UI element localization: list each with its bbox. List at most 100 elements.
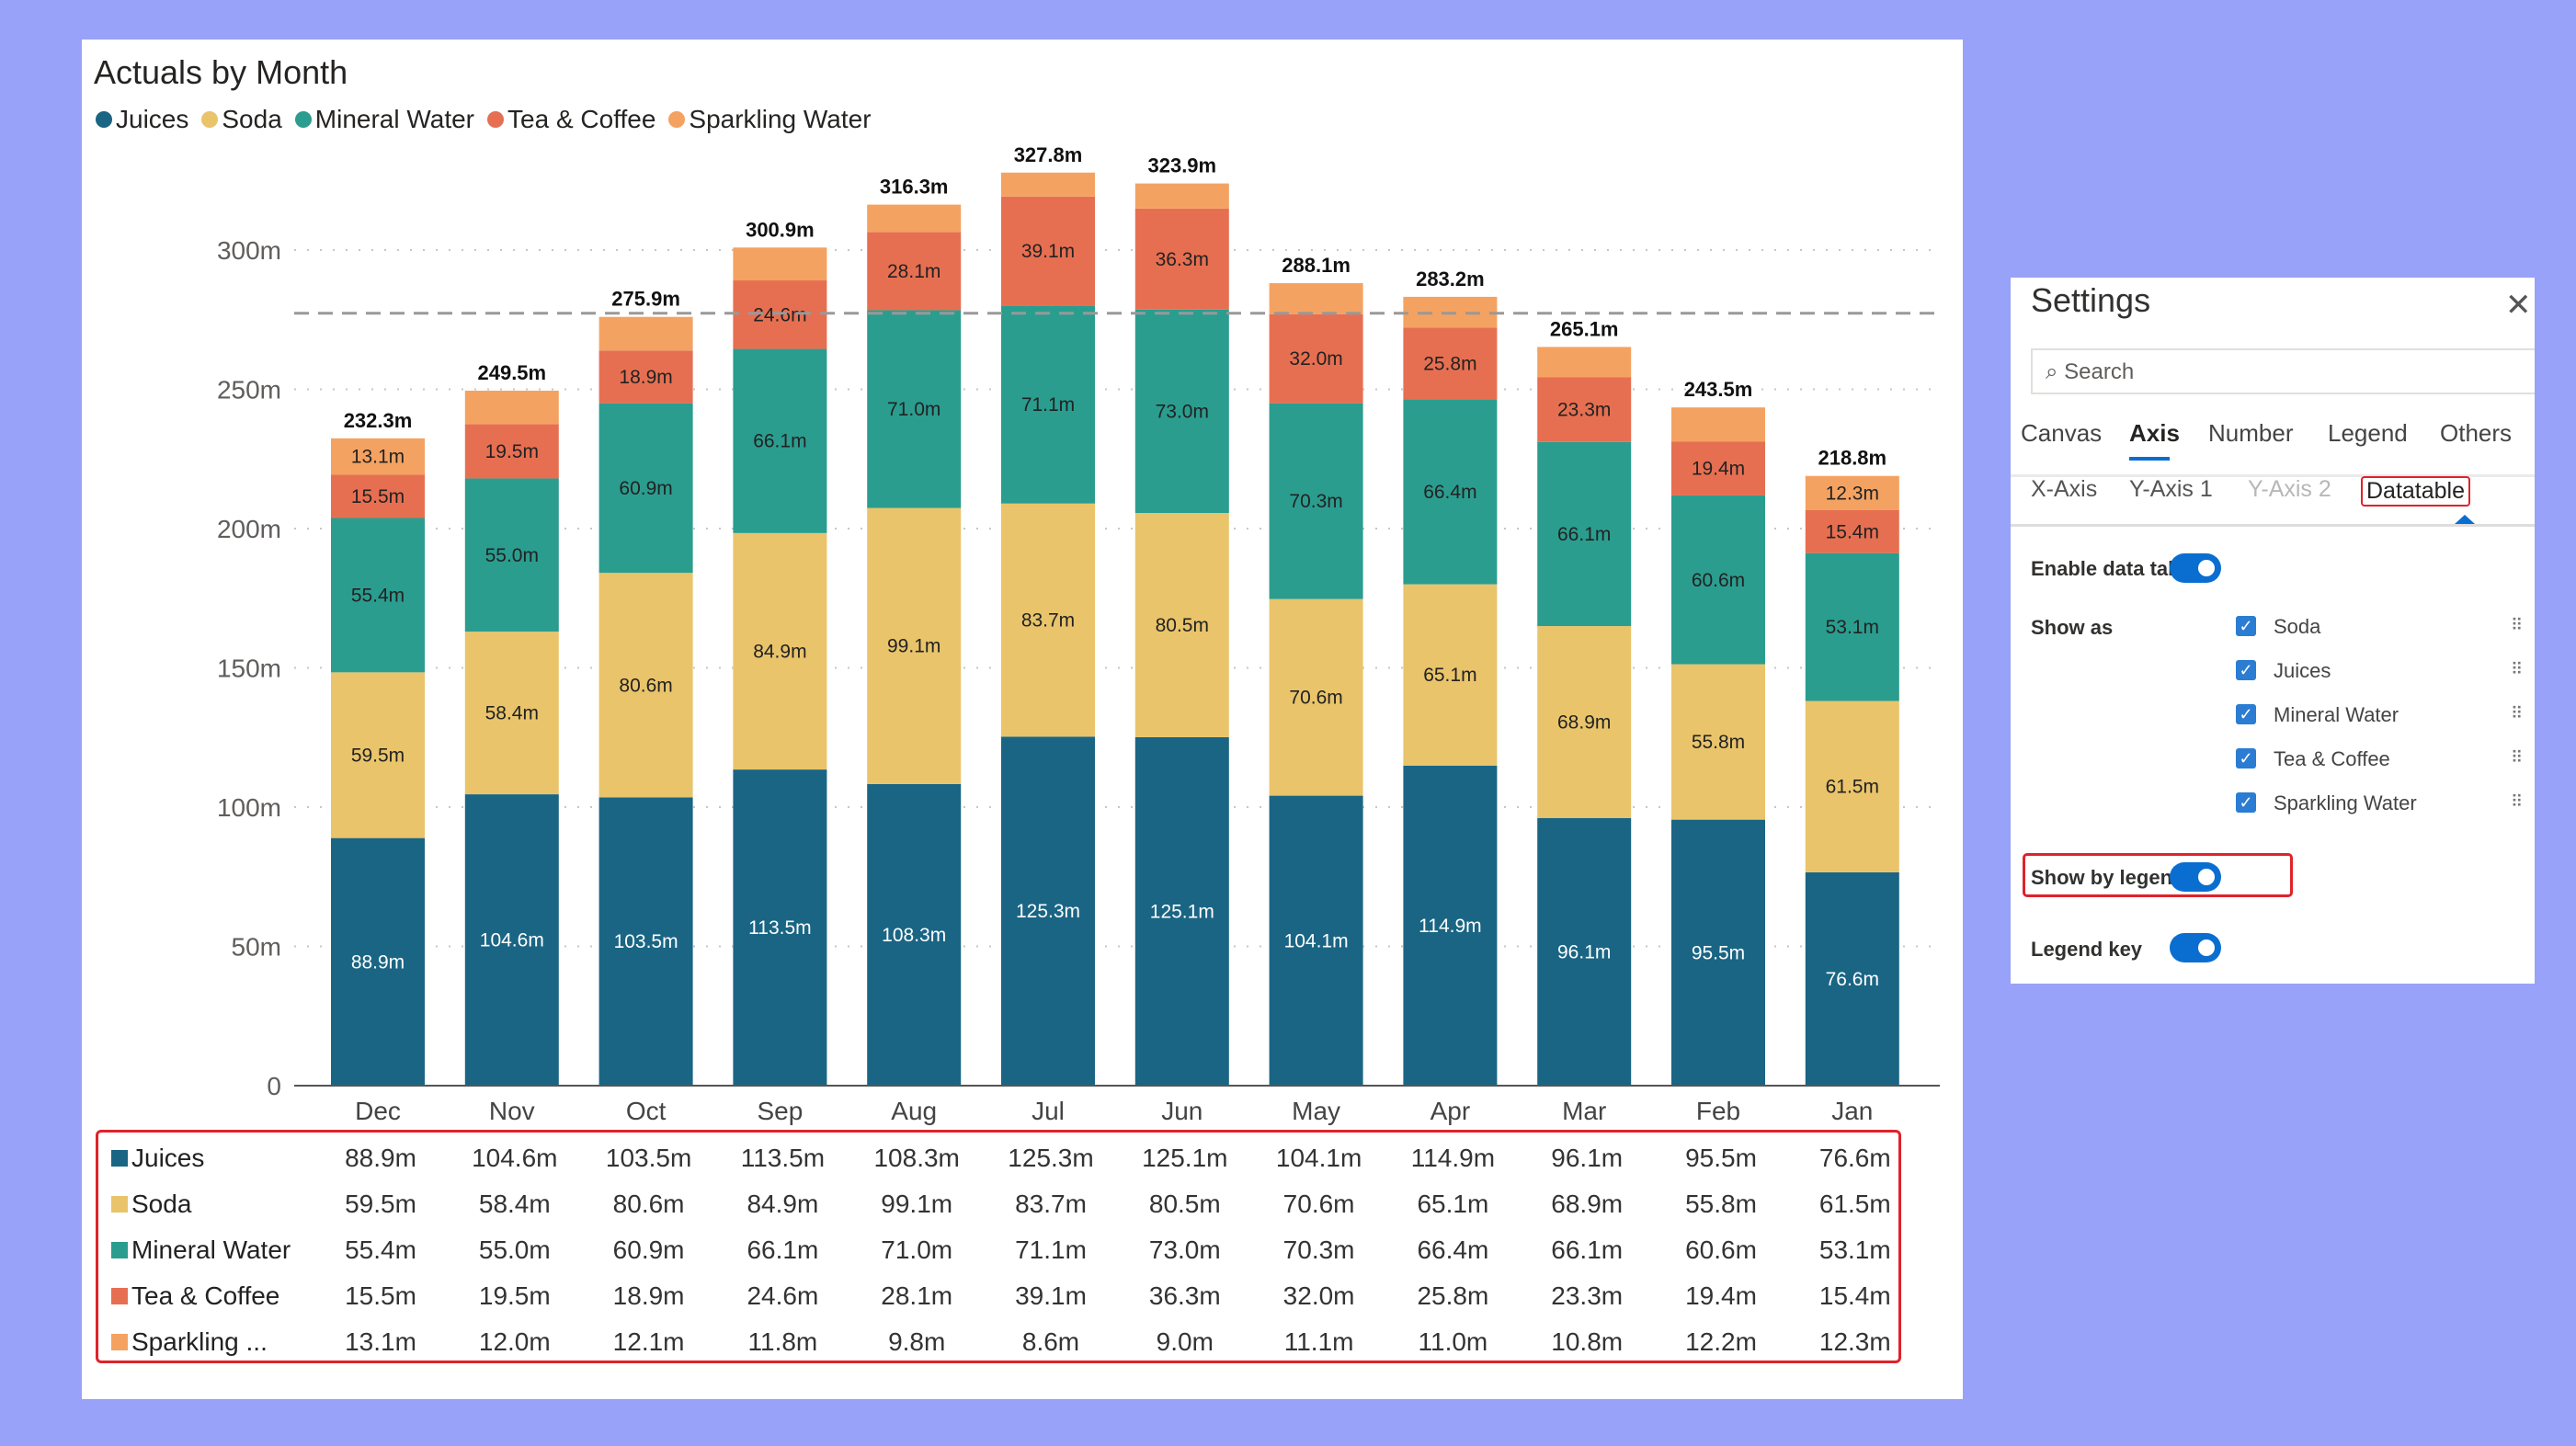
table-cell: 53.1m xyxy=(1818,1235,1891,1264)
tab-axis[interactable]: Axis xyxy=(2129,419,2180,447)
table-cell: 125.1m xyxy=(1142,1144,1228,1172)
table-cell: 88.9m xyxy=(345,1144,416,1172)
table-cell: 10.8m xyxy=(1551,1327,1624,1356)
show-as-item-label: Juices xyxy=(2274,659,2331,682)
segment-label: 103.5m xyxy=(614,931,678,952)
segment-label: 76.6m xyxy=(1826,969,1879,990)
segment-label: 13.1m xyxy=(351,447,405,468)
legend-item[interactable]: Soda xyxy=(201,105,282,134)
segment-label: 68.9m xyxy=(1557,712,1611,733)
bar-segment xyxy=(1269,795,1363,1086)
drag-handle-icon[interactable]: ⠿ xyxy=(2511,704,2523,723)
subtab-y-axis-1[interactable]: Y-Axis 1 xyxy=(2129,476,2213,502)
bar-segment xyxy=(598,403,693,574)
settings-panel: Settings ✕ ⌕ Search Canvas Axis Number L… xyxy=(2011,278,2535,984)
segment-label: 32.0m xyxy=(1289,348,1342,370)
bar-segment xyxy=(1671,819,1765,1086)
search-input[interactable]: ⌕ Search xyxy=(2031,348,2535,394)
bar-segment xyxy=(331,518,425,673)
show-as-label: Show as xyxy=(2031,616,2114,639)
bar-segment xyxy=(1537,441,1632,627)
bar-segment xyxy=(598,350,693,404)
segment-label: 28.1m xyxy=(887,261,940,282)
bar-segment xyxy=(598,573,693,798)
y-tick-label: 0 xyxy=(267,1072,281,1100)
show-as-checkbox[interactable]: ✓ xyxy=(2236,660,2256,680)
segment-label: 125.3m xyxy=(1016,901,1080,922)
table-cell: 113.5m xyxy=(740,1144,826,1172)
show-as-checkbox[interactable]: ✓ xyxy=(2236,616,2256,636)
bar-segment xyxy=(1671,664,1765,820)
subtab-divider xyxy=(2011,524,2535,527)
table-cell: 8.6m xyxy=(1021,1327,1080,1356)
total-label: 327.8m xyxy=(1014,143,1083,166)
legend-item[interactable]: Tea & Coffee xyxy=(487,105,655,134)
table-cell: 70.6m xyxy=(1282,1190,1355,1218)
table-row: Sparkling ... 13.1m 12.0m 12.1m 11.8m 9.8m 8.6… xyxy=(98,1320,1898,1366)
table-cell: 108.3m xyxy=(873,1144,960,1172)
x-tick-label: Aug xyxy=(891,1097,937,1125)
segment-label: 88.9m xyxy=(351,951,405,973)
y-tick-label: 100m xyxy=(217,793,281,822)
y-tick-label: 250m xyxy=(217,376,281,404)
segment-label: 19.5m xyxy=(485,441,539,462)
table-cell: 13.1m xyxy=(345,1327,416,1356)
segment-label: 66.1m xyxy=(753,431,806,452)
subtab-x-axis[interactable]: X-Axis xyxy=(2031,476,2098,502)
segment-label: 55.8m xyxy=(1692,732,1745,753)
legend-key-toggle[interactable] xyxy=(2170,933,2221,962)
total-label: 265.1m xyxy=(1550,317,1619,340)
legend-key-icon xyxy=(111,1196,128,1213)
y-tick-label: 300m xyxy=(217,236,281,265)
tab-number[interactable]: Number xyxy=(2208,419,2294,447)
table-cell: 66.4m xyxy=(1417,1235,1489,1264)
legend-item[interactable]: Sparkling Water xyxy=(668,105,872,134)
drag-handle-icon[interactable]: ⠿ xyxy=(2511,748,2523,767)
bar-segment xyxy=(733,532,827,770)
close-icon[interactable]: ✕ xyxy=(2505,288,2532,323)
segment-label: 125.1m xyxy=(1150,901,1214,922)
table-cell: 83.7m xyxy=(1015,1190,1087,1218)
segment-label: 71.0m xyxy=(887,399,940,420)
chart-legend: Juices Soda Mineral Water Tea & Coffee Spark… xyxy=(96,105,872,134)
segment-label: 61.5m xyxy=(1826,777,1879,798)
segment-label: 80.5m xyxy=(1156,615,1209,636)
chart-title: Actuals by Month xyxy=(94,53,348,91)
total-label: 232.3m xyxy=(344,409,413,432)
show-by-legend-toggle[interactable] xyxy=(2170,862,2221,892)
bar-segment xyxy=(1001,196,1095,306)
total-label: 288.1m xyxy=(1282,254,1351,277)
drag-handle-icon[interactable]: ⠿ xyxy=(2511,616,2523,634)
total-label: 323.9m xyxy=(1147,154,1216,177)
tab-legend[interactable]: Legend xyxy=(2328,419,2408,447)
segment-label: 15.5m xyxy=(351,486,405,507)
segment-label: 66.1m xyxy=(1557,524,1611,545)
bar-segment xyxy=(464,424,559,479)
active-subtab-indicator xyxy=(2455,515,2475,524)
segment-label: 60.9m xyxy=(619,478,672,499)
search-icon: ⌕ xyxy=(2046,359,2058,384)
segment-label: 95.5m xyxy=(1692,942,1745,963)
bar-segment xyxy=(1537,817,1632,1086)
show-as-checkbox[interactable]: ✓ xyxy=(2236,792,2256,813)
show-as-checkbox[interactable]: ✓ xyxy=(2236,748,2256,769)
show-as-checkbox[interactable]: ✓ xyxy=(2236,704,2256,724)
drag-handle-icon[interactable]: ⠿ xyxy=(2511,660,2523,678)
table-cell: 73.0m xyxy=(1148,1235,1221,1264)
subtab-datatable[interactable]: Datatable xyxy=(2361,476,2471,507)
subtab-y-axis-2[interactable]: Y-Axis 2 xyxy=(2248,476,2331,502)
enable-data-table-toggle[interactable] xyxy=(2170,553,2221,583)
drag-handle-icon[interactable]: ⠿ xyxy=(2511,792,2523,811)
x-tick-label: Sep xyxy=(757,1097,803,1125)
segment-label: 70.3m xyxy=(1289,491,1342,512)
legend-key-label: Legend key xyxy=(2031,938,2143,961)
tab-canvas[interactable]: Canvas xyxy=(2021,419,2103,447)
segment-label: 23.3m xyxy=(1557,399,1611,420)
legend-item[interactable]: Juices xyxy=(96,105,188,134)
row-label: Juices xyxy=(131,1144,205,1172)
tab-others[interactable]: Others xyxy=(2440,419,2513,447)
table-cell: 12.1m xyxy=(612,1327,685,1356)
legend-item[interactable]: Mineral Water xyxy=(294,105,474,134)
table-cell: 58.4m xyxy=(478,1190,551,1218)
table-cell: 59.5m xyxy=(345,1190,416,1218)
